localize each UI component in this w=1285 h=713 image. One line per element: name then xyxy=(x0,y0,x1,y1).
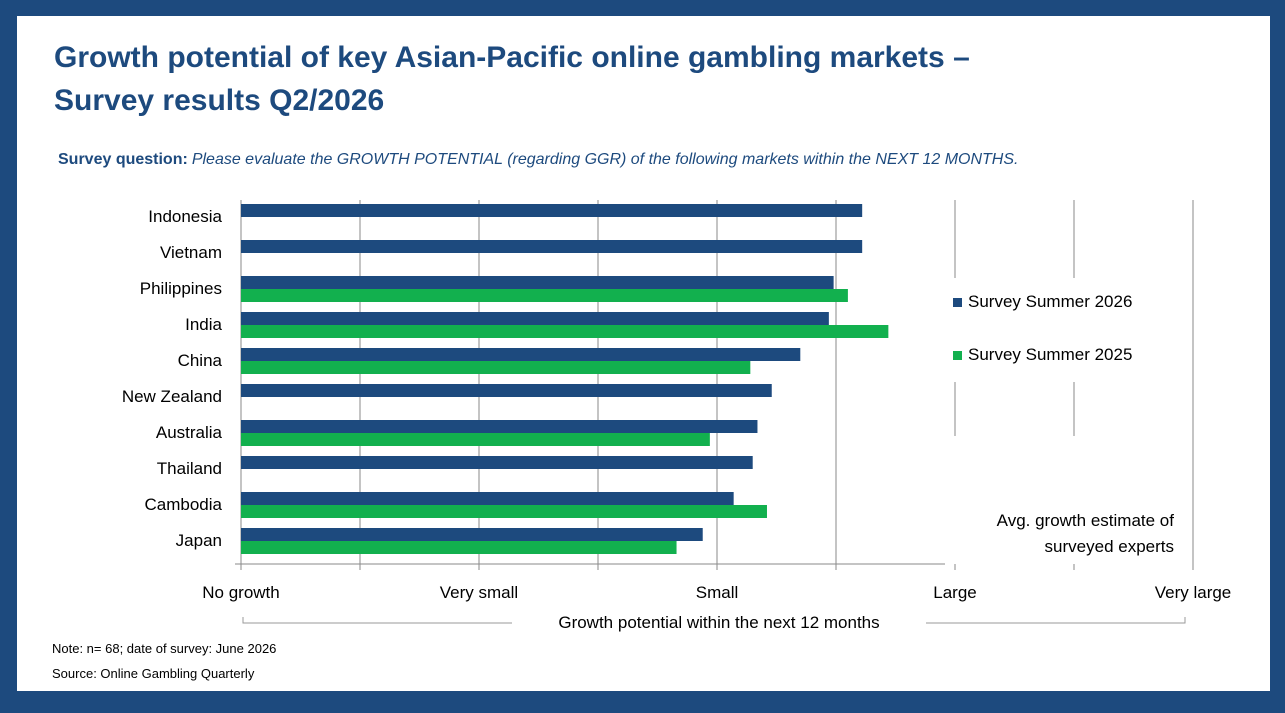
x-tick-labels: No growth Very small Small Large Very large xyxy=(202,583,1231,602)
legend-label: Survey Summer 2025 xyxy=(968,345,1132,364)
chart-title: Growth potential of key Asian-Pacific on… xyxy=(54,36,1204,122)
frame-top xyxy=(0,0,1285,16)
x-tick-label: Very small xyxy=(440,583,518,602)
category-label: New Zealand xyxy=(122,387,222,406)
bar-2026-china xyxy=(241,348,801,361)
survey-question-text: Please evaluate the GROWTH POTENTIAL (re… xyxy=(191,151,1019,168)
bar-2026-indonesia xyxy=(241,204,863,217)
category-label: Thailand xyxy=(157,459,222,478)
avg-label-line-2: surveyed experts xyxy=(1045,537,1174,556)
category-label: China xyxy=(178,351,223,370)
frame-left xyxy=(0,0,17,713)
x-tick-label: No growth xyxy=(202,583,279,602)
source-note: Source: Online Gambling Quarterly xyxy=(52,666,255,681)
legend-swatch xyxy=(953,298,962,307)
category-label: Australia xyxy=(156,423,223,442)
category-labels: Indonesia Vietnam Philippines India China New… xyxy=(122,207,223,550)
category-label: India xyxy=(185,315,222,334)
category-label: Cambodia xyxy=(145,495,223,514)
frame-right xyxy=(1270,0,1285,713)
title-line-2: Survey results Q2/2026 xyxy=(54,84,385,117)
bar-2026-australia xyxy=(241,420,758,433)
bar-2025-australia xyxy=(241,433,710,446)
bar-2026-india xyxy=(241,312,829,325)
category-label: Japan xyxy=(176,531,222,550)
legend: Survey Summer 2026 Survey Summer 2025 xyxy=(953,292,1132,364)
frame-bottom xyxy=(0,691,1285,713)
axis-bracket-left xyxy=(242,617,512,624)
bar-2026-new-zealand xyxy=(241,384,772,397)
bars xyxy=(241,204,889,554)
survey-question-label: Survey question: xyxy=(58,151,188,168)
legend-swatch xyxy=(953,351,962,360)
bar-2026-vietnam xyxy=(241,240,863,253)
bar-2026-philippines xyxy=(241,276,834,289)
axis-bracket-right xyxy=(926,617,1186,624)
bar-2025-philippines xyxy=(241,289,848,302)
survey-note: Note: n= 68; date of survey: June 2026 xyxy=(52,641,277,656)
bar-2025-china xyxy=(241,361,751,374)
avg-label-line-1: Avg. growth estimate of xyxy=(997,511,1175,530)
x-tick-label: Large xyxy=(933,583,976,602)
title-line-1: Growth potential of key Asian-Pacific on… xyxy=(54,41,970,74)
bar-2025-india xyxy=(241,325,889,338)
bar-2025-cambodia xyxy=(241,505,767,518)
bar-2026-thailand xyxy=(241,456,753,469)
category-label: Indonesia xyxy=(148,207,222,226)
bar-2026-cambodia xyxy=(241,492,734,505)
legend-label: Survey Summer 2026 xyxy=(968,292,1132,311)
category-label: Vietnam xyxy=(160,243,222,262)
survey-question: Survey question: Please evaluate the GROW… xyxy=(58,151,1258,169)
category-label: Philippines xyxy=(140,279,222,298)
x-tick-label: Very large xyxy=(1155,583,1232,602)
x-axis-title: Growth potential within the next 12 mont… xyxy=(558,613,879,632)
x-tick-label: Small xyxy=(696,583,739,602)
bar-2026-japan xyxy=(241,528,703,541)
bar-2025-japan xyxy=(241,541,677,554)
